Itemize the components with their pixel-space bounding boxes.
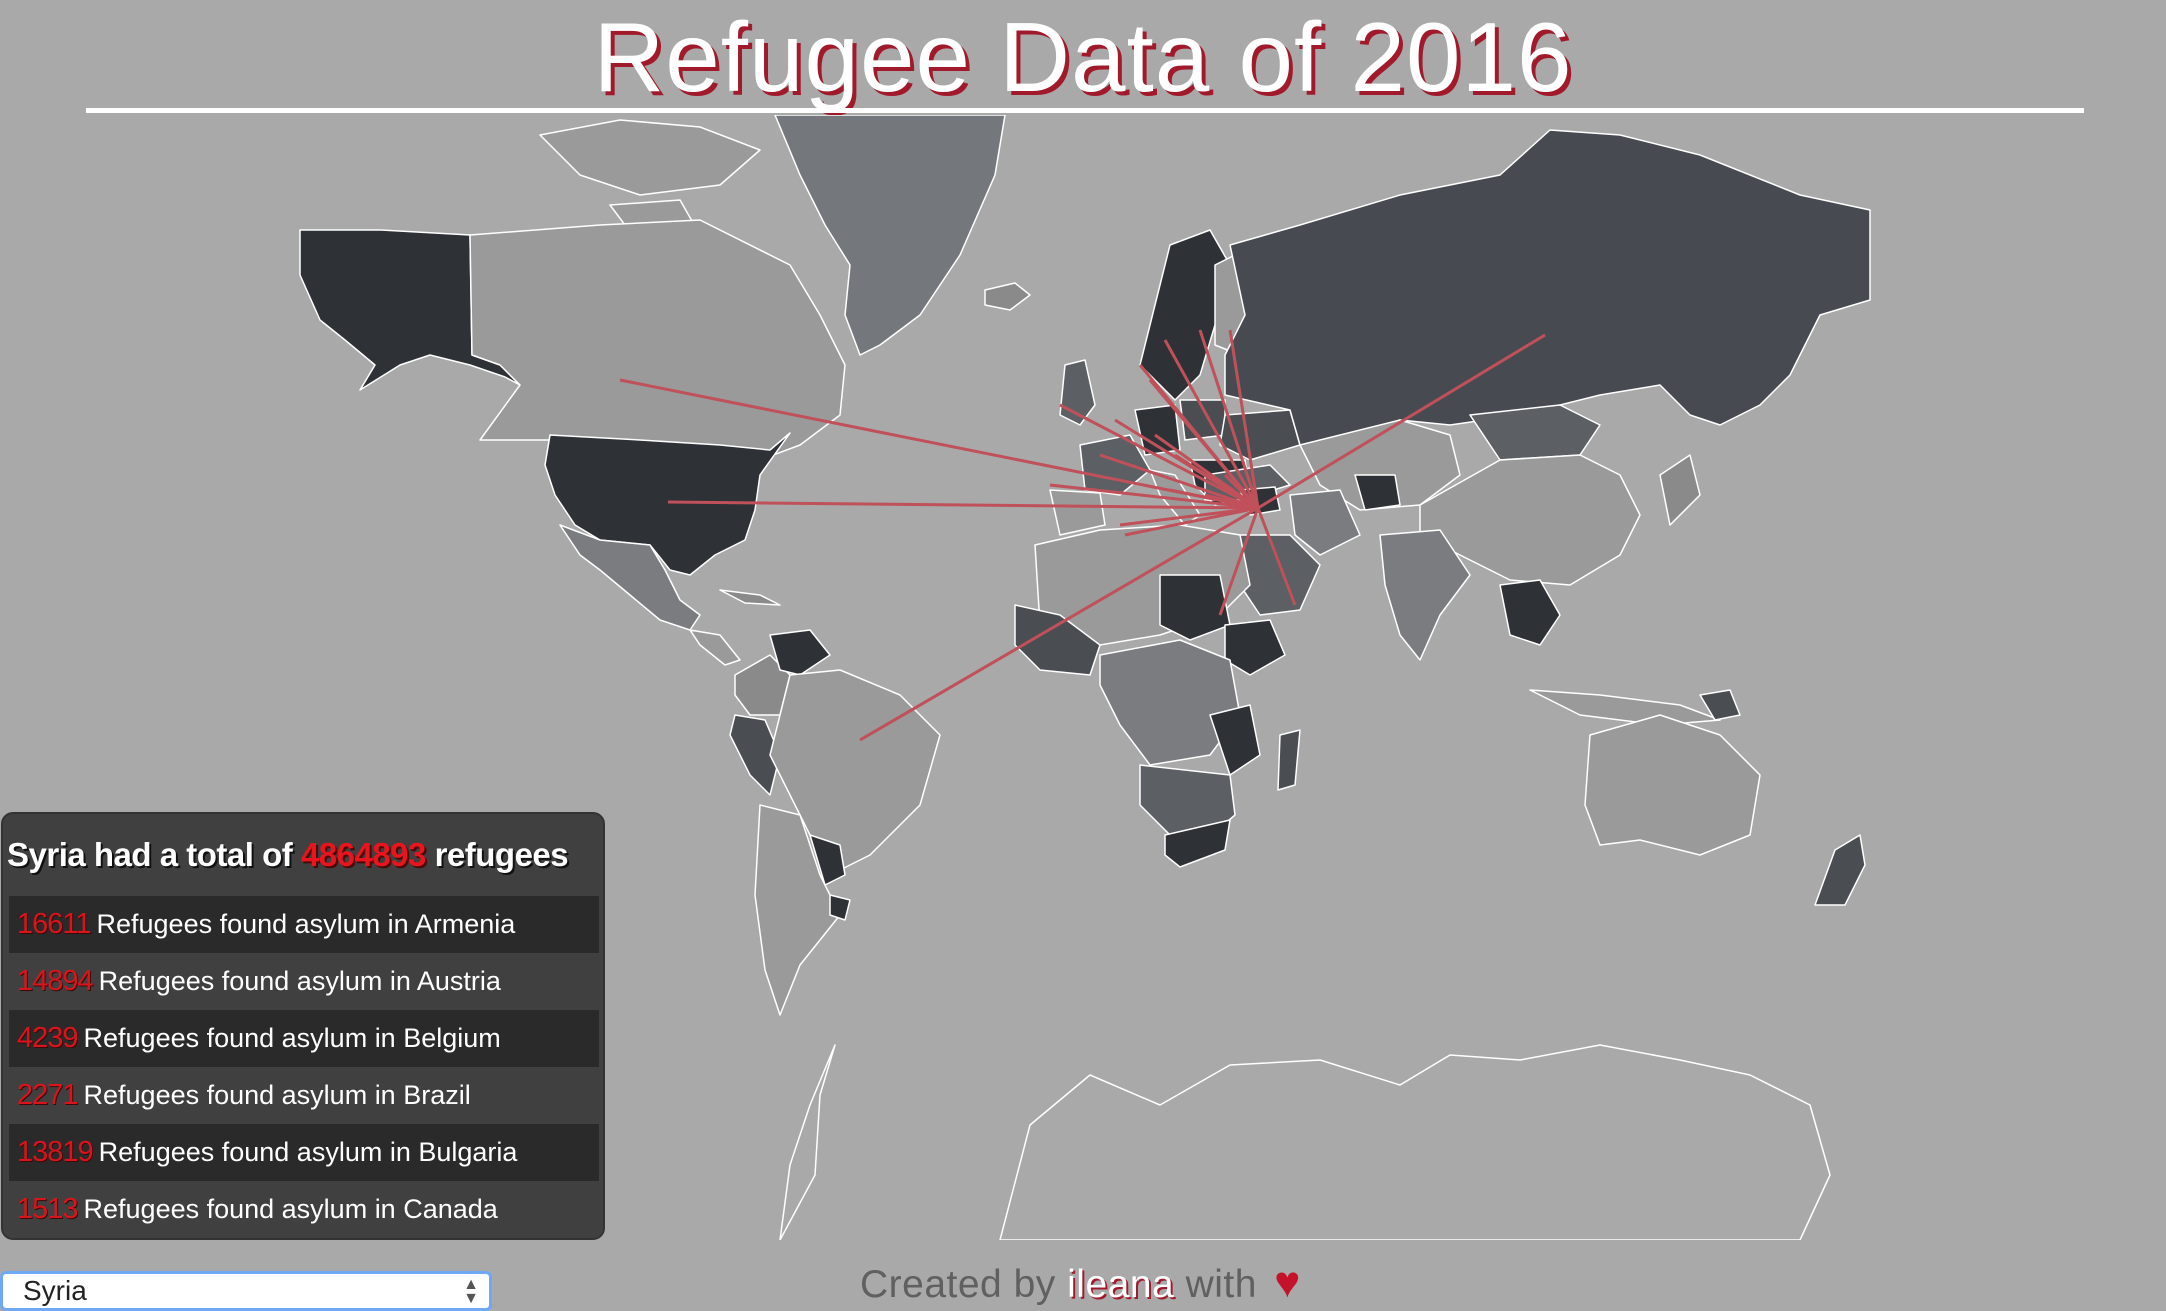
world-map[interactable] (0, 115, 2166, 1240)
country-select-value: Syria (23, 1275, 87, 1306)
country-afghanistan[interactable] (1354, 474, 1401, 511)
refugee-flow-lines (619, 329, 1546, 742)
country-central-africa[interactable] (1099, 639, 1241, 766)
footer-prefix: Created by (860, 1263, 1056, 1306)
country-uruguay[interactable] (829, 894, 851, 921)
refugee-info-panel[interactable]: Syria had a total of 4864893 refugees 16… (1, 812, 605, 1240)
country-kazakhstan[interactable] (1299, 419, 1461, 511)
country-germany[interactable] (1134, 404, 1181, 456)
list-item: 16611 Refugees found asylum in Armenia (9, 896, 599, 953)
country-united-states[interactable] (544, 432, 791, 576)
flow-line-austria (1174, 453, 1259, 510)
refugee-count: 4239 (17, 1022, 79, 1054)
country-argentina-chile[interactable] (754, 804, 841, 1016)
flow-line-finland (1228, 329, 1260, 509)
flow-line-greece (1204, 493, 1259, 510)
footer-with: with (1185, 1263, 1257, 1306)
country-madagascar[interactable] (1277, 729, 1301, 791)
summary-suffix: refugees (434, 836, 569, 873)
footer-credit: Created by ileana with ♥ (860, 1258, 1301, 1308)
flow-line-poland (1198, 329, 1260, 509)
destination-text: Refugees found asylum in Armenia (96, 909, 516, 939)
country-indonesia[interactable] (1529, 689, 1721, 726)
refugee-count: 2271 (17, 1079, 79, 1111)
country-papua[interactable] (1699, 689, 1741, 721)
list-item: 14894 Refugees found asylum in Austria (9, 953, 599, 1010)
antarctic-peninsula[interactable] (779, 1044, 836, 1240)
flow-line-algeria (1124, 506, 1259, 537)
list-item: 1513 Refugees found asylum in Canada (9, 1181, 599, 1238)
country-mongolia[interactable] (1469, 404, 1601, 461)
flow-line-sweden (1163, 339, 1260, 509)
flow-line-united-states (667, 500, 1259, 510)
country-select[interactable]: Syria ▲ ▼ (0, 1271, 492, 1311)
country-east-africa[interactable] (1209, 704, 1261, 776)
heart-icon: ♥ (1274, 1258, 1301, 1307)
country-new-zealand[interactable] (1814, 834, 1866, 906)
flow-line-yemen (1256, 507, 1297, 606)
flow-line-libya (1119, 506, 1259, 527)
summary-country-text: Syria had a total of (7, 836, 293, 873)
refugee-count: 1513 (17, 1193, 79, 1225)
country-sudan[interactable] (1159, 574, 1231, 641)
destination-text: Refugees found asylum in Brazil (83, 1080, 471, 1110)
country-ukraine[interactable] (1219, 409, 1301, 461)
country-iran[interactable] (1289, 489, 1361, 556)
country-central-america[interactable] (689, 629, 741, 666)
flow-line-brazil (859, 506, 1259, 742)
country-venezuela[interactable] (769, 629, 831, 676)
list-item: 2271 Refugees found asylum in Brazil (9, 1067, 599, 1124)
flow-line-canada (619, 378, 1259, 510)
country-iceland[interactable] (984, 282, 1031, 311)
country-japan[interactable] (1659, 454, 1701, 526)
country-mexico[interactable] (559, 524, 701, 631)
flow-line-bulgaria (1223, 473, 1260, 510)
country-south-africa[interactable] (1164, 819, 1231, 868)
flow-line-russia (1257, 333, 1546, 510)
country-france[interactable] (1079, 434, 1151, 496)
destination-text: Refugees found asylum in Bulgaria (98, 1137, 518, 1167)
country-west-africa[interactable] (1014, 604, 1101, 676)
country-brazil[interactable] (769, 669, 941, 876)
country-russia[interactable] (1224, 129, 1871, 446)
country-ethiopia[interactable] (1224, 619, 1286, 676)
country-greenland[interactable] (774, 115, 1006, 356)
destination-text: Refugees found asylum in Belgium (83, 1023, 501, 1053)
refugee-count: 13819 (17, 1136, 94, 1168)
flow-line-france (1099, 453, 1259, 510)
page-title: Refugee Data of 2016 (593, 2, 1573, 112)
country-cuba[interactable] (719, 589, 781, 606)
country-southeast-asia[interactable] (1499, 579, 1561, 646)
list-item: 13819 Refugees found asylum in Bulgaria (9, 1124, 599, 1181)
flow-line-uk (1059, 403, 1259, 510)
country-spain[interactable] (1049, 489, 1106, 536)
country-canada[interactable] (469, 219, 846, 461)
flow-line-sudan (1218, 507, 1260, 616)
country-peru[interactable] (729, 714, 781, 796)
destination-text: Refugees found asylum in Canada (83, 1194, 498, 1224)
list-item: 4239 Refugees found asylum in Belgium (9, 1010, 599, 1067)
refugee-summary: Syria had a total of 4864893 refugees (7, 836, 603, 874)
refugee-count: 16611 (17, 908, 91, 940)
select-arrows-icon: ▲ ▼ (463, 1276, 479, 1307)
title-divider (86, 108, 2084, 113)
country-australia[interactable] (1584, 714, 1761, 856)
author-name: ileana (1067, 1263, 1175, 1306)
flow-line-denmark (1148, 379, 1260, 509)
country-antarctica[interactable] (999, 1044, 1831, 1240)
refugee-count: 14894 (17, 965, 94, 997)
country-india[interactable] (1379, 529, 1471, 661)
summary-total: 4864893 (300, 836, 426, 873)
flow-line-spain (1049, 483, 1259, 510)
country-paraguay[interactable] (809, 834, 846, 886)
destination-text: Refugees found asylum in Austria (98, 966, 501, 996)
